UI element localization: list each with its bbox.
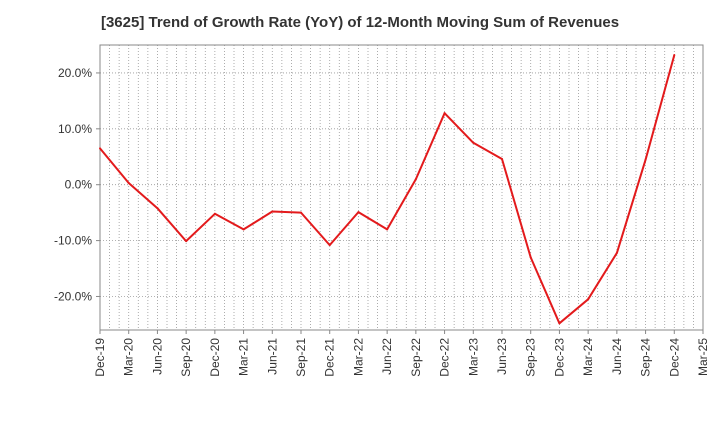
y-tick-label: 0.0% xyxy=(65,178,93,192)
x-tick-label: Dec-24 xyxy=(667,338,681,377)
x-tick-label: Dec-22 xyxy=(438,338,452,377)
data-point xyxy=(587,298,590,301)
x-tick-label: Jun-22 xyxy=(380,338,394,375)
data-point xyxy=(386,228,389,231)
data-point xyxy=(185,240,188,243)
y-tick-label: 10.0% xyxy=(58,122,92,136)
x-tick-label: Sep-23 xyxy=(524,338,538,377)
plot-frame xyxy=(99,44,704,331)
data-point xyxy=(414,178,417,181)
x-tick-label: Dec-21 xyxy=(323,338,337,377)
data-point xyxy=(357,211,360,214)
data-point xyxy=(501,158,503,160)
data-point xyxy=(328,244,331,247)
x-tick-label: Dec-19 xyxy=(93,338,107,377)
x-tick-label: Mar-20 xyxy=(122,338,136,376)
data-point xyxy=(472,141,475,144)
data-point xyxy=(156,207,159,210)
data-point xyxy=(300,211,302,214)
y-tick-label: -10.0% xyxy=(54,234,92,248)
data-point xyxy=(644,158,647,161)
data-point xyxy=(615,251,618,254)
data-point xyxy=(99,147,101,150)
x-tick-label: Jun-20 xyxy=(150,338,164,375)
x-tick-label: Sep-21 xyxy=(294,338,308,377)
data-point xyxy=(127,182,130,185)
data-point xyxy=(673,54,676,57)
data-point xyxy=(271,210,274,213)
x-tick-label: Sep-24 xyxy=(639,338,653,377)
x-tick-label: Mar-21 xyxy=(237,338,251,376)
data-point xyxy=(443,112,446,115)
x-tick-label: Jun-23 xyxy=(495,338,509,375)
x-tick-label: Sep-20 xyxy=(179,338,193,377)
x-tick-label: Mar-22 xyxy=(351,338,365,376)
x-tick-label: Jun-21 xyxy=(265,338,279,375)
data-point xyxy=(213,212,216,215)
y-tick-label: 20.0% xyxy=(58,66,92,80)
chart-title: [3625] Trend of Growth Rate (YoY) of 12-… xyxy=(100,14,620,31)
data-point xyxy=(558,322,561,325)
x-tick-label: Mar-25 xyxy=(696,338,710,376)
y-tick-label: -20.0% xyxy=(54,289,92,303)
x-tick-label: Mar-24 xyxy=(581,338,595,376)
x-tick-label: Mar-23 xyxy=(466,338,480,376)
x-tick-label: Jun-24 xyxy=(610,338,624,375)
data-point xyxy=(242,228,245,231)
x-tick-label: Dec-23 xyxy=(552,338,566,377)
x-tick-label: Sep-22 xyxy=(409,338,423,377)
x-tick-label: Dec-20 xyxy=(208,338,222,377)
data-point xyxy=(529,256,532,259)
